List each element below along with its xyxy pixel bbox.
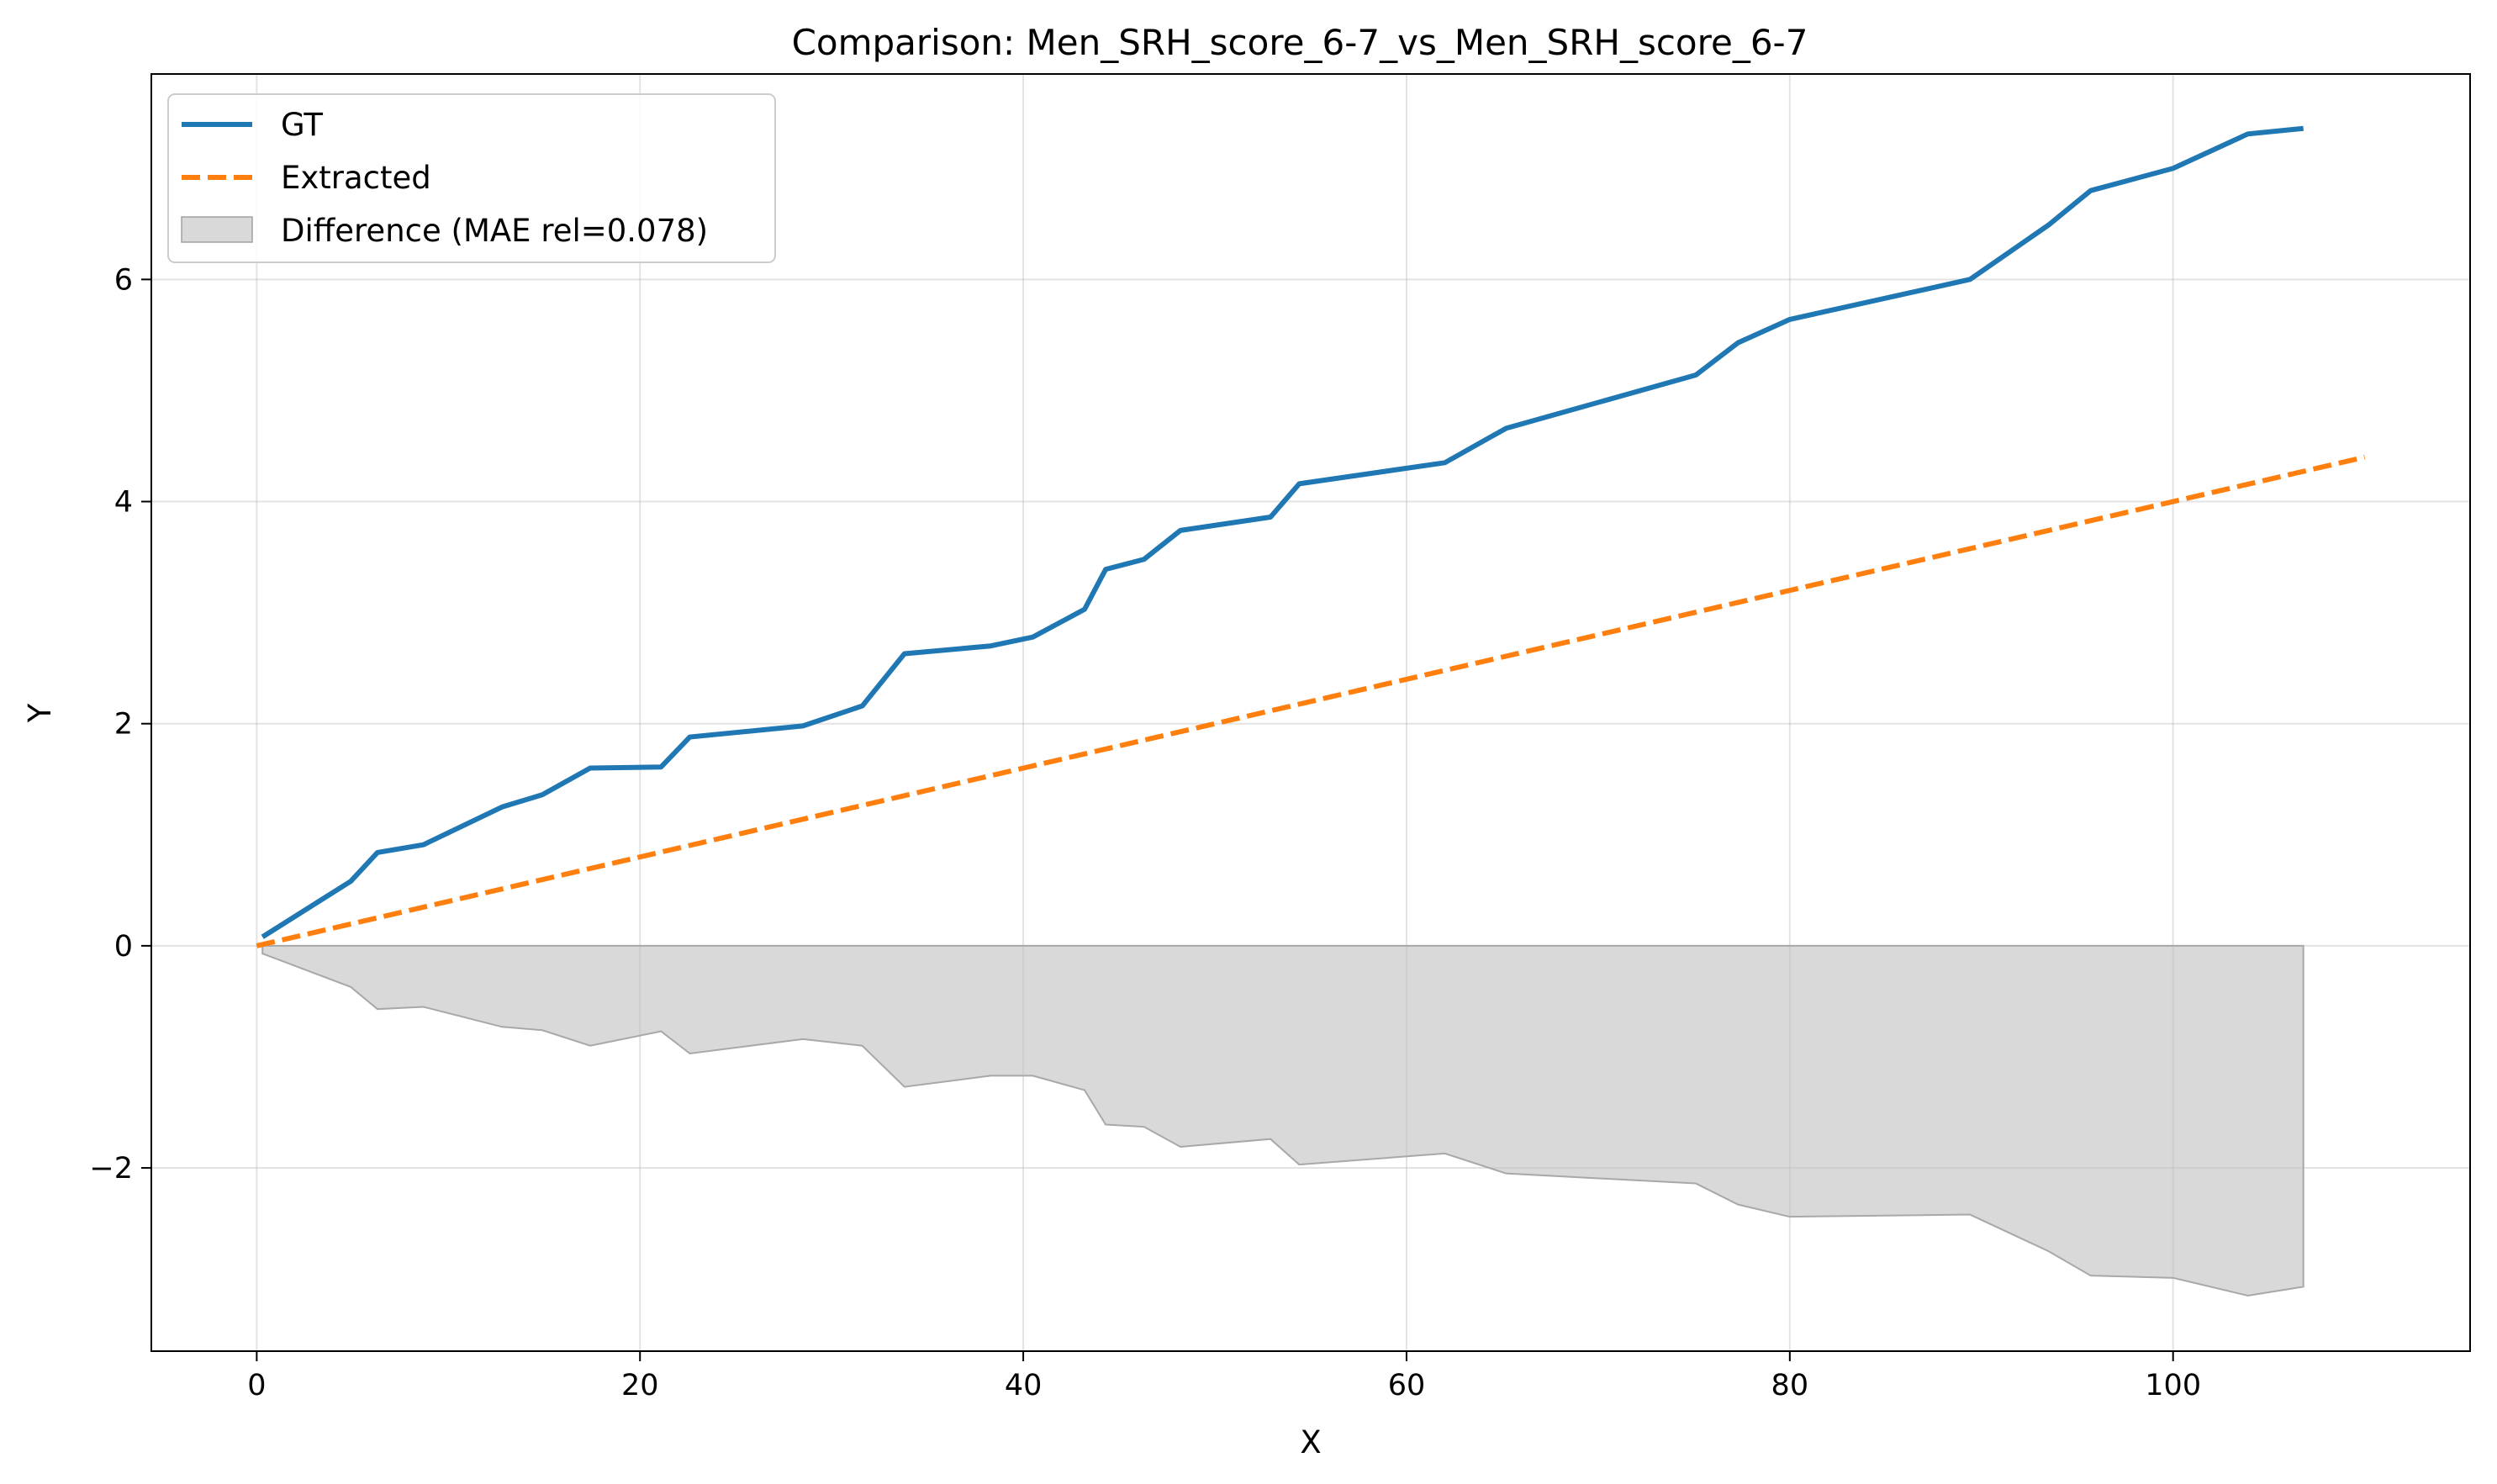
- x-tick-label: 20: [621, 1369, 659, 1402]
- x-axis-label: X: [1300, 1424, 1321, 1460]
- x-tick-label: 80: [1771, 1369, 1809, 1402]
- plot-frame: [150, 73, 2471, 1352]
- extracted-series-line: [256, 454, 2366, 948]
- difference-area-layer: [261, 944, 2304, 1297]
- legend: GT Extracted Difference (MAE rel=0.078): [167, 93, 776, 263]
- chart-title: Comparison: Men_SRH_score_6-7_vs_Men_SRH…: [792, 22, 1808, 63]
- x-tick-label: 100: [2145, 1369, 2201, 1402]
- legend-gt-label: GT: [281, 107, 323, 143]
- legend-extracted-label: Extracted: [281, 160, 431, 196]
- gt-series-line: [261, 125, 2304, 939]
- y-axis-label: Y: [22, 703, 58, 723]
- y-tick-label: 2: [114, 708, 133, 742]
- legend-difference-swatch: [181, 216, 253, 243]
- legend-difference-label: Difference (MAE rel=0.078): [281, 213, 708, 249]
- y-tick-label: 0: [114, 930, 133, 964]
- y-tick-label: −2: [89, 1152, 133, 1186]
- legend-box: [167, 93, 776, 263]
- difference-area: [261, 944, 2304, 1297]
- x-tick-label: 60: [1388, 1369, 1426, 1402]
- axis-ticks: 0 20 40 60 80 100 −2 0 2 4 6: [89, 263, 2201, 1402]
- y-tick-label: 4: [114, 486, 133, 520]
- x-tick-label: 40: [1005, 1369, 1043, 1402]
- x-tick-label: 0: [247, 1369, 266, 1402]
- series-line-layer: [256, 125, 2366, 948]
- y-tick-label: 6: [114, 263, 133, 297]
